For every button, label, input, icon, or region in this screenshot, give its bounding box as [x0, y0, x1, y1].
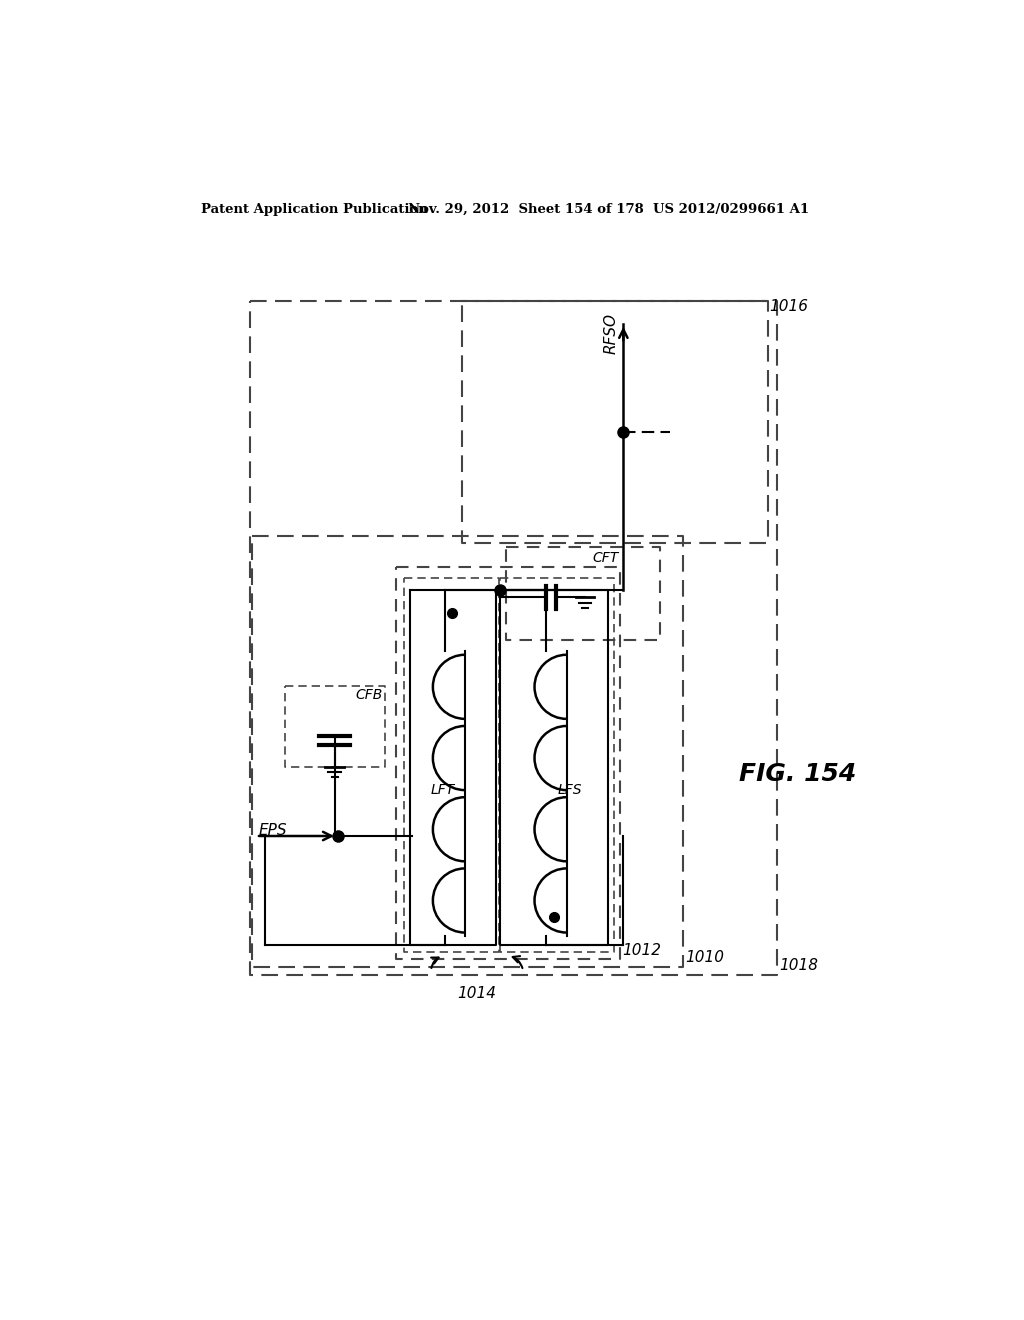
Text: 1014: 1014 — [458, 986, 497, 1001]
Text: LFS: LFS — [558, 783, 583, 797]
Text: LFT: LFT — [431, 783, 456, 797]
Text: Nov. 29, 2012  Sheet 154 of 178  US 2012/0299661 A1: Nov. 29, 2012 Sheet 154 of 178 US 2012/0… — [408, 203, 809, 216]
Text: RFSO: RFSO — [604, 313, 618, 355]
Text: FIG. 154: FIG. 154 — [739, 763, 856, 787]
Text: Patent Application Publication: Patent Application Publication — [202, 203, 428, 216]
Text: 1012: 1012 — [622, 942, 660, 958]
Text: CFB: CFB — [356, 688, 383, 702]
Text: 1016: 1016 — [770, 300, 809, 314]
Text: EPS: EPS — [258, 822, 287, 838]
Text: CFT: CFT — [593, 552, 618, 565]
Text: 1010: 1010 — [685, 950, 724, 965]
Text: 1018: 1018 — [779, 958, 818, 973]
